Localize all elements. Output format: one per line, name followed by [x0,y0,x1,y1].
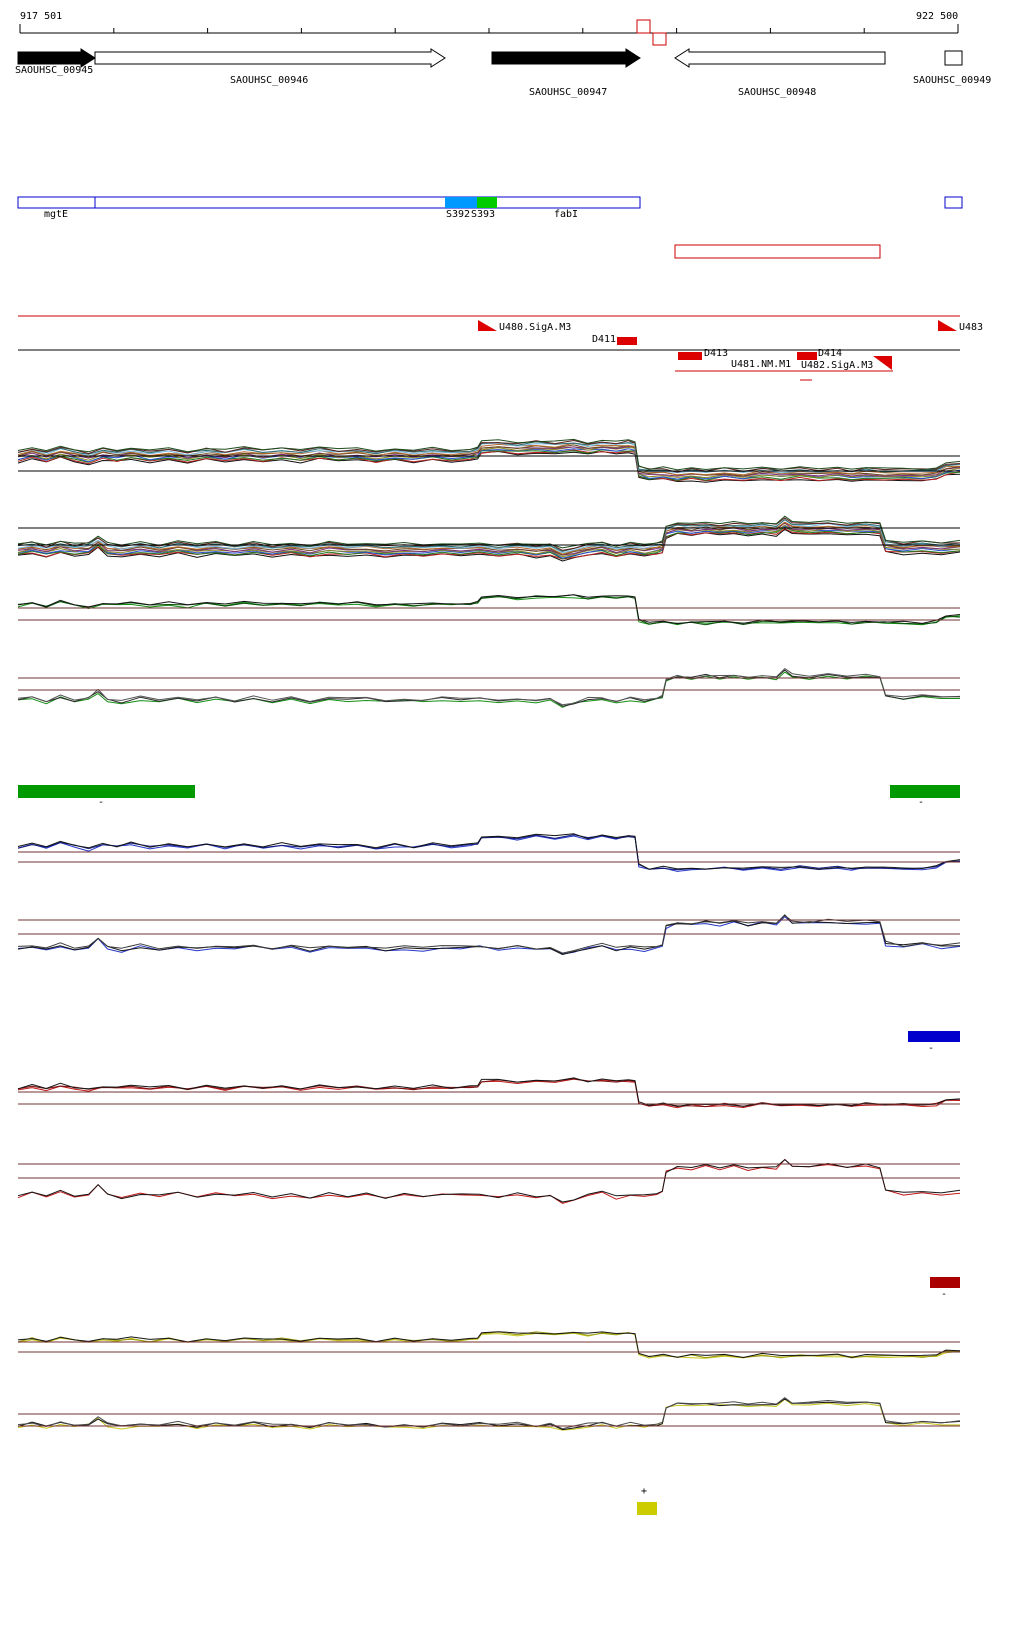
signal-line-bundle-sense [17,444,961,477]
feature-label-fabI: fabI [554,209,579,220]
signal-line-bundle-sense [17,451,961,483]
signal-line-bundle-sense [17,438,961,471]
ruler-start-coordinate: 917 501 [20,11,63,22]
signal-line-yellow-sense [17,1331,961,1359]
expression-bar [890,785,960,798]
feature-box [17,196,96,209]
tss-label-U480.SigA.M3: U480.SigA.M3 [499,322,572,333]
signal-line-blue-sense [17,835,961,872]
signal-line-bundle-antisense [17,528,961,560]
expression-bar [908,1031,960,1042]
ruler-red-feature [636,19,651,34]
signal-line-yellow-antisense [17,1397,961,1430]
tss-flag [478,320,497,331]
signal-line-red-antisense [17,1158,961,1204]
feature-segment-S392 [445,197,477,208]
signal-line-red-sense [17,1078,961,1109]
tss-label-U482.SigA.M3: U482.SigA.M3 [801,360,874,371]
feature-label-S392: S392 [446,209,471,220]
signal-line-red-antisense [17,1159,961,1203]
feature-box [944,196,963,209]
gene-label-SAOUHSC_00949: SAOUHSC_00949 [913,75,992,86]
signal-line-bundle-antisense [17,521,961,556]
signal-line-bundle-antisense [17,526,961,560]
strand-sign: - [928,1043,935,1054]
tss-label-D413: D413 [704,348,729,359]
red-outline-box [674,244,881,259]
signal-line-bundle-sense [17,441,961,473]
signal-line-red-sense [17,1077,961,1107]
gene-arrow-SAOUHSC_00946 [94,48,446,68]
gene-arrow-SAOUHSC_00945 [17,48,96,68]
expression-bar [930,1277,960,1288]
signal-line-green-antisense [17,669,961,707]
signal-line-bundle-antisense [17,528,961,562]
strand-sign: + [641,1486,648,1497]
signal-line-bundle-antisense [17,524,961,558]
feature-segment-S393 [477,197,497,208]
feature-label-S393: S393 [471,209,496,220]
tss-d-box [797,352,817,360]
ruler-red-feature [652,32,667,46]
signal-line-green-sense [17,594,961,625]
gene-label-SAOUHSC_00947: SAOUHSC_00947 [529,87,608,98]
tss-label-U483: U483 [959,322,984,333]
signal-line-yellow-sense [17,1332,961,1359]
signal-line-yellow-sense [17,1331,961,1358]
tss-label-D414: D414 [818,348,843,359]
ruler-end-coordinate: 922 500 [916,11,959,22]
gene-label-SAOUHSC_00948: SAOUHSC_00948 [738,87,817,98]
strand-sign: - [941,1289,948,1300]
signal-line-blue-sense [17,834,961,871]
signal-line-red-sense [17,1078,961,1108]
signal-line-green-antisense [17,668,961,706]
strand-sign: - [98,797,105,808]
gene-arrow-SAOUHSC_00947 [491,48,641,68]
tss-d-box [678,352,702,360]
signal-line-blue-sense [17,833,961,870]
feature-label-mgtE: mgtE [44,209,69,220]
feature-box [94,196,641,209]
signal-line-bundle-sense [17,448,961,480]
tss-label-D411: D411 [592,334,617,345]
signal-line-bundle-sense [17,449,961,481]
tss-flag [873,356,892,370]
signal-line-bundle-antisense [17,521,961,555]
gene-box-SAOUHSC_00949 [944,50,963,66]
expression-bar [18,785,195,798]
signal-line-bundle-antisense [17,519,961,552]
expression-bar [637,1502,657,1515]
gene-label-SAOUHSC_00945: SAOUHSC_00945 [15,65,94,76]
gene-label-SAOUHSC_00946: SAOUHSC_00946 [230,75,309,86]
tss-label-U481.NM.M1: U481.NM.M1 [731,359,792,370]
strand-sign: - [918,797,925,808]
tss-d-box [617,337,637,345]
gene-arrow-SAOUHSC_00948 [674,48,886,68]
tss-flag [938,320,957,331]
signal-line-bundle-sense [17,440,961,473]
